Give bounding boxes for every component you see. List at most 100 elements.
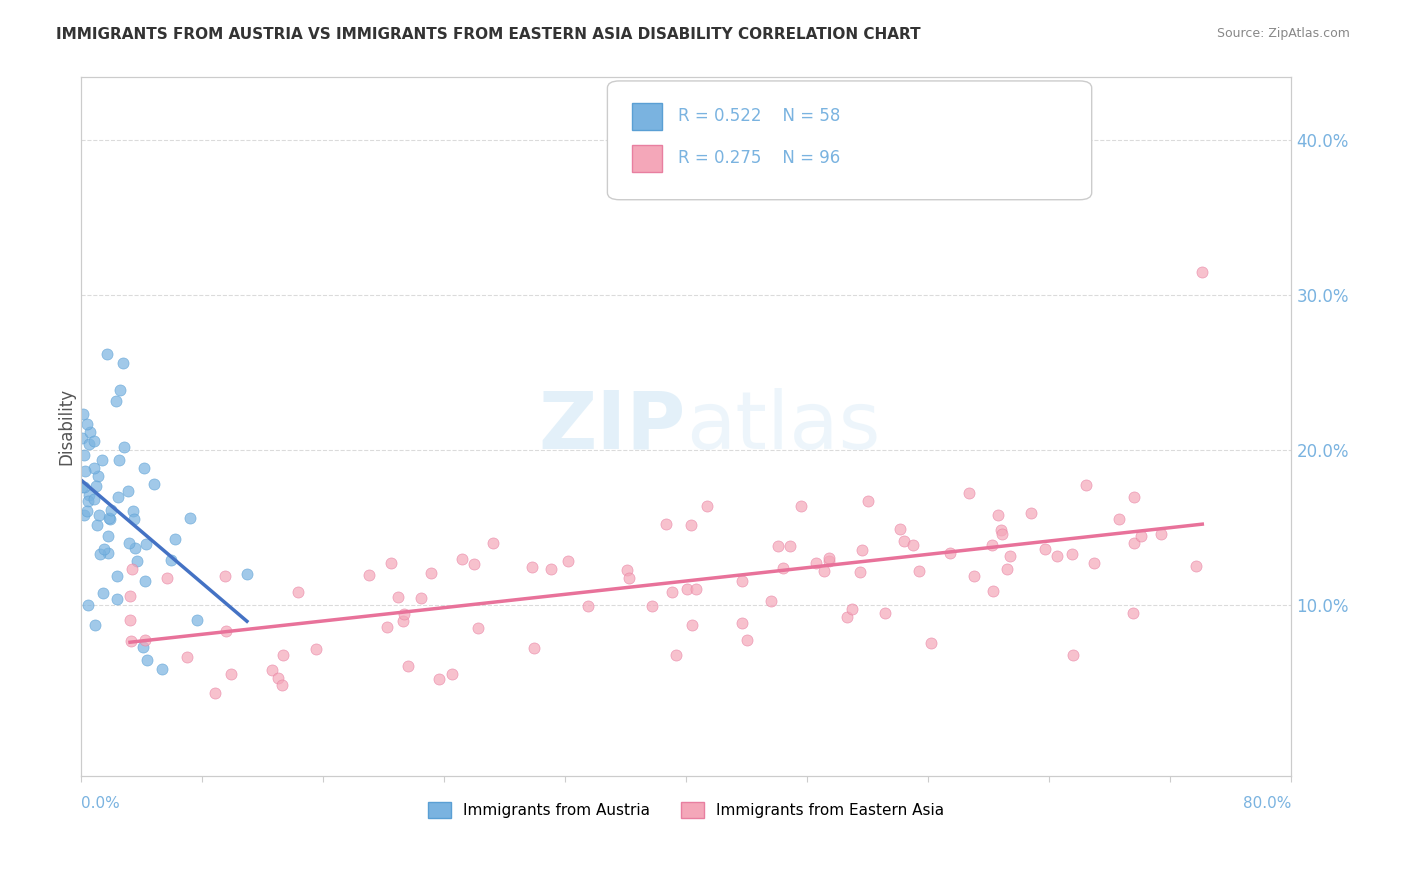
Point [427,672,450,686]
Point [963,569,986,583]
Point [357,567,380,582]
Point [990,527,1012,541]
Point [655,517,678,532]
Point [731,574,754,588]
Point [107,490,129,504]
Point [463,557,485,571]
Point [681,617,703,632]
Point [76,417,98,432]
Point [679,518,702,533]
Point [112,356,135,370]
Point [959,485,981,500]
Point [392,614,415,628]
Point [1046,549,1069,563]
Point [83,492,105,507]
Text: R = 0.522    N = 58: R = 0.522 N = 58 [678,107,839,125]
Point [1191,264,1213,278]
Point [186,613,208,627]
Point [813,564,835,578]
Point [98,512,121,526]
Point [411,591,433,605]
Point [134,632,156,647]
Point [134,574,156,588]
Point [287,584,309,599]
Point [851,542,873,557]
Text: ZIP: ZIP [538,388,686,466]
Point [83,434,105,448]
Point [96,347,118,361]
Point [236,566,259,581]
Point [1019,506,1042,520]
Point [875,606,897,620]
Y-axis label: Disability: Disability [58,388,75,466]
Point [990,523,1012,537]
Point [84,479,107,493]
Point [522,560,544,574]
Point [1122,490,1144,504]
Point [73,448,96,462]
Point [122,504,145,518]
Point [540,561,562,575]
Point [100,502,122,516]
Point [91,586,114,600]
Point [107,453,129,467]
Point [889,522,911,536]
Point [661,585,683,599]
Point [124,541,146,555]
Point [110,384,132,398]
Point [841,602,863,616]
Point [576,599,599,614]
Point [305,641,328,656]
Point [87,469,110,483]
Point [396,659,419,673]
Point [817,550,839,565]
Point [271,648,294,662]
Point [1074,477,1097,491]
Point [790,499,813,513]
Point [938,546,960,560]
Point [908,565,931,579]
Point [93,541,115,556]
Point [219,666,242,681]
Point [467,621,489,635]
Point [1122,606,1144,620]
Point [617,571,640,585]
FancyBboxPatch shape [607,81,1091,200]
Point [387,591,409,605]
Point [893,533,915,548]
Point [125,553,148,567]
Point [135,536,157,550]
Point [73,508,96,523]
Point [70,480,93,494]
Point [451,552,474,566]
Point [86,517,108,532]
Point [616,563,638,577]
Point [79,425,101,439]
Point [76,599,98,613]
FancyBboxPatch shape [631,103,662,130]
Point [105,591,128,606]
Point [120,589,142,603]
Point [1108,512,1130,526]
Point [132,461,155,475]
Point [557,554,579,568]
Point [150,662,173,676]
Point [380,556,402,570]
Point [1123,535,1146,549]
Point [1130,529,1153,543]
Text: atlas: atlas [686,388,880,466]
Point [1150,527,1173,541]
Point [214,568,236,582]
Point [72,407,94,421]
Text: 80.0%: 80.0% [1243,796,1292,811]
Point [83,460,105,475]
Point [156,571,179,585]
Point [1083,556,1105,570]
Point [995,562,1018,576]
Point [89,547,111,561]
Point [835,610,858,624]
Point [920,636,942,650]
Point [121,562,143,576]
Point [165,532,187,546]
Point [641,599,664,613]
